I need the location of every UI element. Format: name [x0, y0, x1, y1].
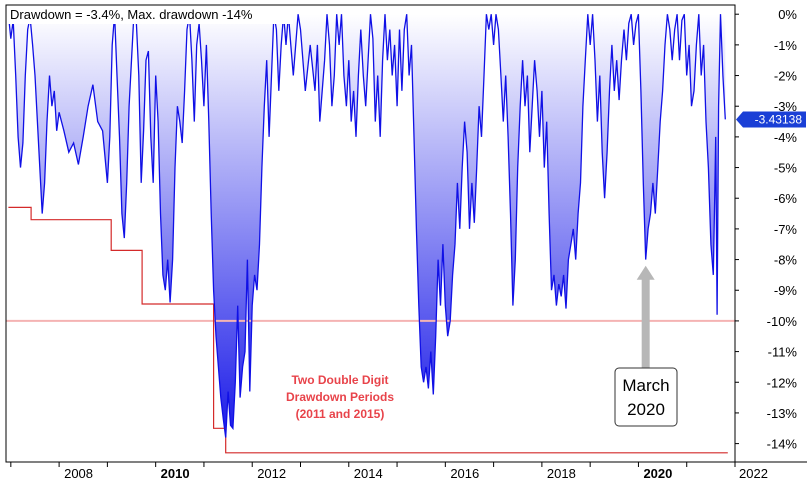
annotation-march-2020: March 2020: [614, 265, 678, 427]
y-tick-label: -3%: [774, 99, 798, 114]
x-tick-label: 2022: [739, 466, 768, 481]
last-value-marker: -3.43138: [736, 111, 806, 128]
annotation-double-digit: Two Double Digit Drawdown Periods (2011 …: [286, 373, 394, 421]
annotation-line-1: Two Double Digit: [291, 373, 388, 387]
annotation-box-line-1: March: [622, 376, 669, 395]
x-tick-label: 2018: [547, 466, 576, 481]
chart-title: Drawdown = -3.4%, Max. drawdown -14%: [10, 7, 253, 22]
x-tick-label: 2014: [354, 466, 383, 481]
y-tick-label: -9%: [774, 283, 798, 298]
x-tick-label: 2010: [161, 466, 190, 481]
x-tick-label: 2012: [257, 466, 286, 481]
x-tick-label: 2008: [64, 466, 93, 481]
y-tick-label: -12%: [767, 375, 798, 390]
y-tick-label: -5%: [774, 161, 798, 176]
y-tick-label: -11%: [768, 345, 798, 360]
y-tick-label: -1%: [774, 38, 798, 53]
y-tick-label: -13%: [767, 406, 798, 421]
annotation-line-2: Drawdown Periods: [286, 390, 394, 404]
y-tick-label: -4%: [774, 130, 798, 145]
x-tick-label: 2020: [643, 466, 672, 481]
y-tick-label: -6%: [774, 191, 798, 206]
y-tick-label: -10%: [767, 314, 798, 329]
y-axis: 0% -1% -2% -3% -4% -5% -6% -7% -8% -9% -10% -11% -12…: [735, 7, 798, 452]
last-value-label: -3.43138: [755, 112, 803, 126]
last-value-tag: [736, 111, 806, 128]
annotation-box-line-2: 2020: [627, 400, 665, 419]
y-tick-label: -2%: [774, 69, 798, 84]
annotation-line-3: (2011 and 2015): [296, 407, 385, 421]
arrow-up-icon: [636, 265, 655, 368]
x-axis: 2008 2010 2012 2014 2016 2018 2020 2022: [10, 462, 768, 481]
y-tick-label: 0%: [778, 7, 797, 22]
annotation-box: [614, 367, 678, 427]
title-background: [7, 6, 293, 24]
drawdown-area-fill: [8, 14, 726, 438]
y-tick-label: -7%: [774, 222, 798, 237]
drawdown-series-line: [7, 13, 726, 438]
y-tick-label: -8%: [774, 253, 798, 268]
x-tick-label: 2016: [450, 466, 479, 481]
y-tick-label: -14%: [767, 437, 798, 452]
